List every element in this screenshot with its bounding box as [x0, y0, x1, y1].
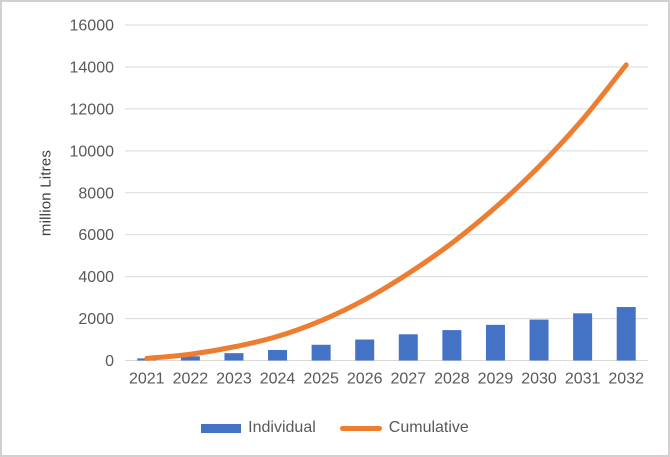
bar-2026	[355, 339, 375, 361]
x-tick-label-2025: 2025	[303, 371, 339, 388]
bar-2025	[311, 344, 331, 361]
y-tick-label-10000: 10000	[70, 143, 115, 160]
y-tick-label-4000: 4000	[78, 269, 114, 286]
individual-series-swatch-icon	[201, 423, 242, 433]
bar-2029	[485, 324, 505, 361]
bar-2022	[180, 356, 200, 361]
bar-2027	[398, 334, 418, 361]
x-tick-label-2026: 2026	[347, 371, 383, 388]
x-tick-label-2030: 2030	[521, 371, 557, 388]
x-tick-label-2022: 2022	[173, 371, 209, 388]
x-tick-label-2028: 2028	[434, 371, 470, 388]
bar-2032	[616, 307, 636, 361]
y-tick-label-2000: 2000	[78, 311, 114, 328]
legend-label-cumulative: Cumulative	[388, 419, 469, 436]
x-tick-label-2027: 2027	[390, 371, 426, 388]
x-tick-label-2029: 2029	[478, 371, 514, 388]
y-tick-label-14000: 14000	[70, 59, 115, 76]
y-tick-label-8000: 8000	[78, 185, 114, 202]
y-tick-label-6000: 6000	[78, 227, 114, 244]
bar-2023	[224, 353, 244, 361]
legend-item-cumulative: Cumulative	[339, 419, 469, 437]
y-axis-title: million Litres	[37, 149, 55, 237]
y-tick-label-16000: 16000	[70, 18, 115, 35]
bar-2031	[573, 313, 593, 361]
bar-2028	[442, 330, 462, 361]
legend-label-individual: Individual	[248, 419, 316, 436]
y-tick-label-0: 0	[105, 353, 114, 370]
y-tick-label-12000: 12000	[70, 101, 115, 118]
x-tick-label-2023: 2023	[216, 371, 252, 388]
bar-2030	[529, 319, 549, 361]
x-tick-label-2032: 2032	[608, 371, 644, 388]
legend: Individual Cumulative	[2, 419, 668, 437]
x-tick-label-2024: 2024	[260, 371, 296, 388]
legend-item-individual: Individual	[201, 419, 316, 437]
x-tick-label-2021: 2021	[129, 371, 165, 388]
cumulative-line	[144, 62, 629, 361]
bar-2024	[268, 350, 288, 361]
cumulative-series-swatch-icon	[339, 425, 382, 431]
x-tick-label-2031: 2031	[565, 371, 601, 388]
